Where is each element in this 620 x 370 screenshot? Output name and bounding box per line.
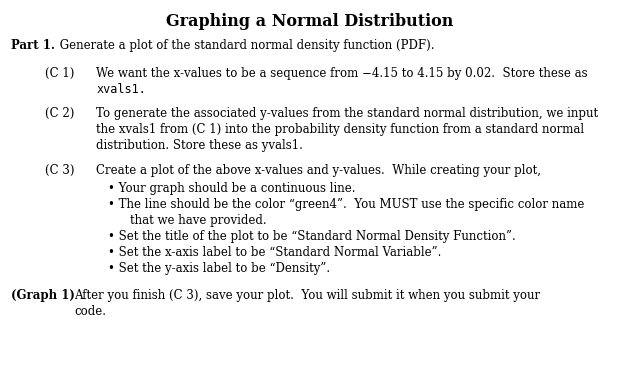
Text: We want the x-values to be a sequence from −4.15 to 4.15 by 0.02.  Store these a: We want the x-values to be a sequence fr…	[96, 67, 588, 80]
Text: • The line should be the color “green4”.  You MUST use the specific color name: • The line should be the color “green4”.…	[108, 198, 585, 211]
Text: the xvals1 from (C 1) into the probability density function from a standard norm: the xvals1 from (C 1) into the probabili…	[96, 123, 584, 136]
Text: To generate the associated y-values from the standard normal distribution, we in: To generate the associated y-values from…	[96, 107, 598, 120]
Text: (C 1): (C 1)	[45, 67, 74, 80]
Text: xvals1.: xvals1.	[96, 83, 146, 95]
Text: • Set the x-axis label to be “Standard Normal Variable”.: • Set the x-axis label to be “Standard N…	[108, 246, 442, 259]
Text: • Your graph should be a continuous line.: • Your graph should be a continuous line…	[108, 182, 356, 195]
Text: code.: code.	[74, 305, 107, 318]
Text: distribution. Store these as yvals1.: distribution. Store these as yvals1.	[96, 139, 303, 152]
Text: (Graph 1): (Graph 1)	[11, 289, 75, 302]
Text: Generate a plot of the standard normal density function (PDF).: Generate a plot of the standard normal d…	[56, 39, 434, 52]
Text: (C 2): (C 2)	[45, 107, 74, 120]
Text: Part 1.: Part 1.	[11, 39, 55, 52]
Text: Graphing a Normal Distribution: Graphing a Normal Distribution	[166, 13, 454, 30]
Text: • Set the y-axis label to be “Density”.: • Set the y-axis label to be “Density”.	[108, 262, 330, 275]
Text: that we have provided.: that we have provided.	[130, 214, 267, 227]
Text: Create a plot of the above x-values and y-values.  While creating your plot,: Create a plot of the above x-values and …	[96, 164, 541, 176]
Text: • Set the title of the plot to be “Standard Normal Density Function”.: • Set the title of the plot to be “Stand…	[108, 230, 516, 243]
Text: After you finish (C 3), save your plot.  You will submit it when you submit your: After you finish (C 3), save your plot. …	[74, 289, 541, 302]
Text: (C 3): (C 3)	[45, 164, 74, 176]
